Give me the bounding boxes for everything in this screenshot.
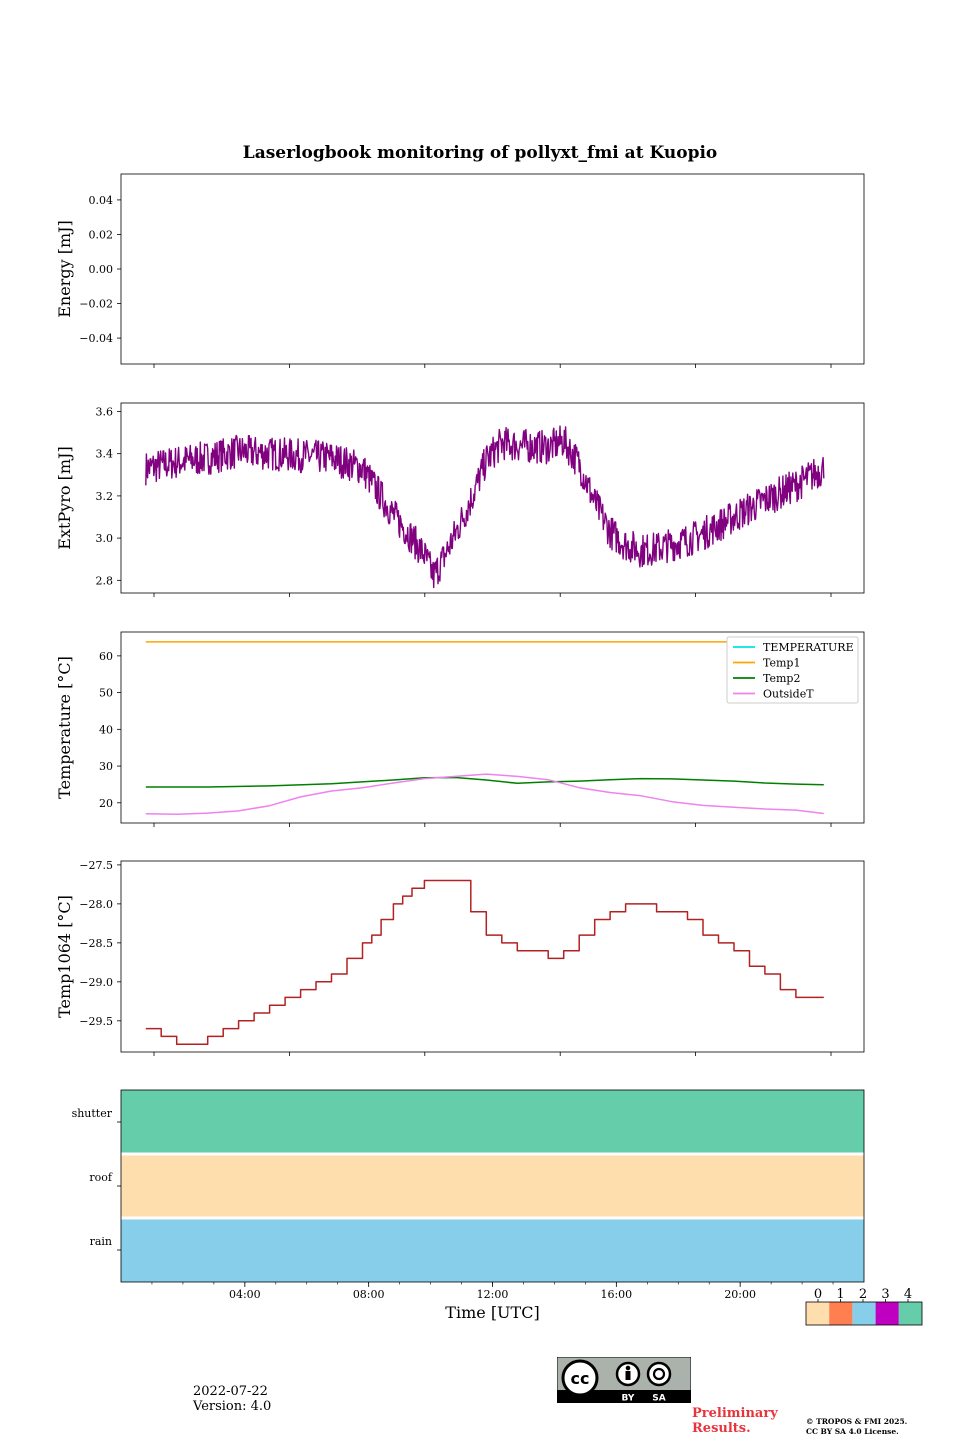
legend-label-outsidet: OutsideT: [763, 688, 814, 701]
ytick-label: 20: [99, 797, 113, 810]
xtick-label: 16:00: [600, 1288, 632, 1301]
copyright-line-2: CC BY SA 4.0 License.: [806, 1427, 899, 1436]
ytick-label: −28.0: [79, 898, 113, 911]
axes-frame-temp1064: [120, 860, 865, 1053]
ytick-label: −29.0: [79, 976, 113, 989]
ytick-label: 3.6: [96, 405, 114, 418]
colorbar-tick-label: 1: [836, 1287, 844, 1302]
ytick-label: 0.04: [89, 194, 114, 207]
preliminary-line-1: Preliminary: [692, 1406, 778, 1421]
colorbar-cell-0: [806, 1302, 830, 1325]
colorbar-tick-label: 4: [904, 1287, 912, 1302]
colorbar-tick-label: 3: [881, 1287, 889, 1302]
legend-label-temp1: Temp1: [763, 657, 800, 670]
colorbar-frame: [805, 1301, 923, 1326]
copyright-line-1: © TROPOS & FMI 2025.: [806, 1417, 908, 1426]
panel-extpyro: 2.8 3.0 3.2 3.4 3.6 ExtPyro [mJ]: [55, 402, 865, 597]
ylabel-extpyro: ExtPyro [mJ]: [55, 446, 74, 549]
panels: 0.04 0.02 0.00 −0.02 −0.04 Energy [mJ] 2.8 3.0 3…: [55, 173, 923, 1326]
panel-temp1064: −27.5 −28.0 −28.5 −29.0 −29.5 Temp1064 [°C]: [55, 859, 865, 1056]
preliminary-line-2: Results.: [692, 1421, 751, 1436]
legend-box: [726, 636, 859, 704]
badge-by-label: BY: [622, 1394, 635, 1404]
ytick-label: 60: [99, 650, 113, 663]
panel-energy: 0.04 0.02 0.00 −0.02 −0.04 Energy [mJ]: [55, 173, 865, 368]
ytick-label: 3.0: [96, 532, 114, 545]
status-band-shutter: [121, 1090, 864, 1153]
ytick-label: −27.5: [79, 859, 113, 872]
xtick-label: 08:00: [353, 1288, 385, 1301]
panel-temperatures: 20 30 40 50 60 Temperature [°C] TEMPERATURE Tem…: [55, 631, 865, 827]
status-band-rain: [121, 1219, 864, 1282]
colorbar-cell-3: [875, 1302, 899, 1325]
axes-frame-extpyro: [120, 402, 865, 594]
cc-by-sa-badge: cc BY SA: [557, 1357, 691, 1403]
ytick-label: −28.5: [79, 937, 113, 950]
ylabel-energy: Energy [mJ]: [55, 220, 74, 318]
colorbar-tick-label: 0: [814, 1287, 822, 1302]
xtick-label: 04:00: [229, 1288, 261, 1301]
axes-frame-energy: [120, 173, 865, 365]
figure-title: Laserlogbook monitoring of pollyxt_fmi a…: [243, 143, 718, 163]
ytick-label: 30: [99, 760, 113, 773]
ytick-label: −0.04: [79, 332, 113, 345]
status-band-roof: [121, 1155, 864, 1217]
ytick-label: −29.5: [79, 1015, 113, 1028]
xtick-label: 20:00: [724, 1288, 756, 1301]
status-row-label-shutter: shutter: [72, 1107, 113, 1120]
colorbar-cell-1: [829, 1302, 853, 1325]
sa-icon: [646, 1361, 672, 1387]
svg-text:cc: cc: [571, 1369, 590, 1388]
date-version-block: 2022-07-22 Version: 4.0: [193, 1384, 271, 1414]
colorbar-cell-4: [898, 1302, 922, 1325]
ytick-label: 3.4: [96, 448, 114, 461]
series-line-temp1064: [145, 879, 824, 1045]
panel-status: shutter roof rain 04:00 08:00 12:00 16:00 20:00…: [72, 1089, 923, 1326]
copyright-note: © TROPOS & FMI 2025. CC BY SA 4.0 Licens…: [806, 1417, 907, 1437]
series-line-outsidet: [145, 773, 824, 815]
status-row-label-roof: roof: [89, 1171, 113, 1184]
colorbar-tick-label: 2: [859, 1287, 867, 1302]
ylabel-temp1064: Temp1064 [°C]: [55, 895, 74, 1018]
date-label: 2022-07-22: [193, 1384, 268, 1399]
axes-frame-temperatures: [120, 631, 865, 824]
version-label: Version: 4.0: [193, 1399, 272, 1414]
xlabel-time: Time [UTC]: [445, 1303, 539, 1322]
legend-label-temperature: TEMPERATURE: [763, 641, 854, 654]
ytick-label: 50: [99, 687, 113, 700]
ytick-label: 40: [99, 723, 113, 736]
ytick-label: 0.02: [89, 228, 114, 241]
preliminary-note: Preliminary Results.: [692, 1406, 778, 1436]
ytick-label: 0.00: [89, 263, 114, 276]
cc-icon: [561, 1359, 599, 1397]
series-line-extpyro: [145, 425, 825, 589]
xtick-label: 12:00: [477, 1288, 509, 1301]
legend-label-temp2: Temp2: [763, 672, 800, 685]
series-line-temp2: [145, 776, 824, 788]
ytick-label: 2.8: [96, 574, 114, 587]
status-row-label-rain: rain: [90, 1235, 112, 1248]
colorbar-cell-2: [852, 1302, 876, 1325]
ylabel-temperatures: Temperature [°C]: [55, 656, 74, 799]
badge-sa-label: SA: [652, 1394, 665, 1404]
ytick-label: −0.02: [79, 298, 113, 311]
ytick-label: 3.2: [96, 490, 114, 503]
